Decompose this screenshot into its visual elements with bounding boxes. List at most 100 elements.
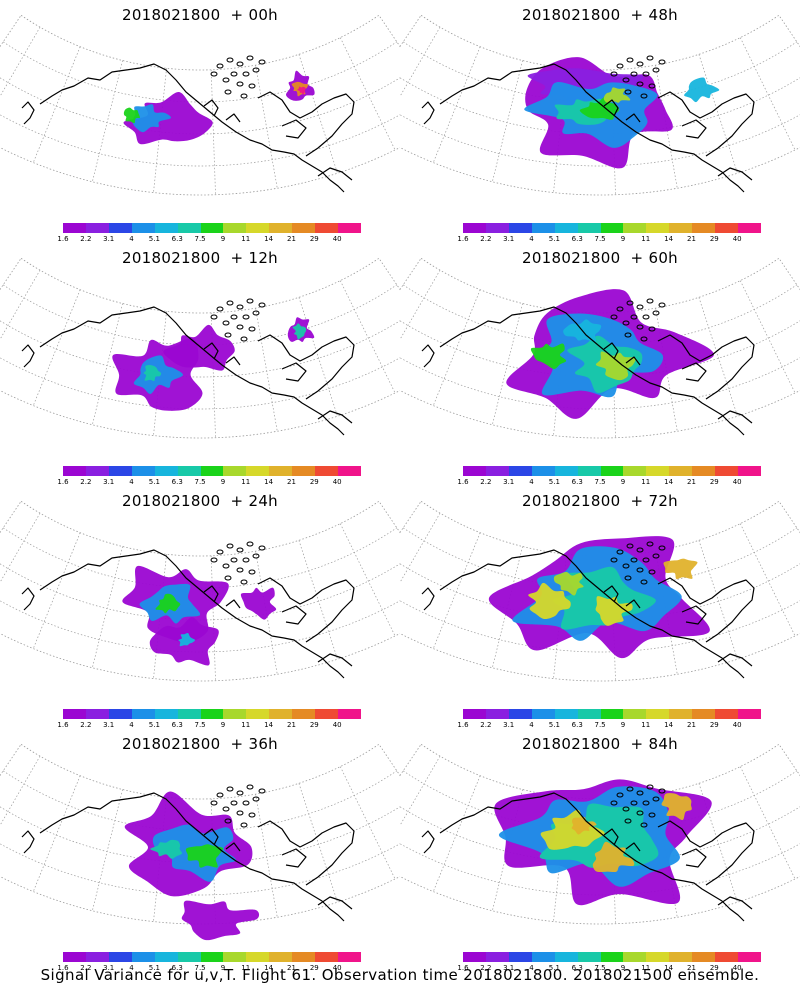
variance-contour <box>595 596 633 626</box>
colorbar-tick-label: 2.2 <box>80 964 92 972</box>
panel-title: 2018021800 + 72h <box>521 492 678 510</box>
longitude-gridline <box>400 512 441 584</box>
colorbar-swatch <box>177 952 201 962</box>
island <box>626 300 634 306</box>
colorbar-swatch <box>463 466 486 476</box>
island <box>210 71 218 77</box>
colorbar-tick-label: 7.5 <box>194 964 206 972</box>
colorbar-tick-label: 5.1 <box>148 478 160 486</box>
coastline <box>257 334 355 400</box>
coastline <box>421 344 435 368</box>
coastline <box>225 113 241 123</box>
longitude-gridline <box>492 303 523 425</box>
colorbar-swatch <box>485 709 509 719</box>
colorbar-tick-label: 1.6 <box>57 721 69 729</box>
coastline <box>625 113 641 123</box>
colorbar-swatch <box>715 223 739 233</box>
colorbar-swatch <box>85 466 109 476</box>
colorbar-tick-label: 21 <box>686 235 696 243</box>
longitude-gridline <box>339 37 396 151</box>
coastline <box>281 362 307 382</box>
island <box>230 557 238 563</box>
variance-field <box>488 536 710 659</box>
colorbar-tick-label: 1.6 <box>457 721 469 729</box>
island <box>658 59 666 65</box>
colorbar-ticks: 1.6 2.2 3.1 4 5.1 6.3 7.5 9 11 14 21 29 40 <box>54 478 368 488</box>
colorbar-swatch <box>577 952 601 962</box>
colorbar-ticks: 1.6 2.2 3.1 4 5.1 6.3 7.5 9 11 14 21 29 40 <box>54 721 368 731</box>
coastline <box>717 167 753 181</box>
colorbar <box>463 952 761 962</box>
variance-contour <box>661 793 692 821</box>
colorbar-swatch <box>246 709 270 719</box>
colorbar-swatch <box>463 223 486 233</box>
island <box>236 324 244 330</box>
colorbar-tick-label: 1.6 <box>57 235 69 243</box>
colorbar-swatch <box>738 466 761 476</box>
colorbar-tick-label: 7.5 <box>194 478 206 486</box>
latitude-gridline <box>400 600 800 653</box>
island <box>240 93 248 99</box>
colorbar-tick-label: 40 <box>332 478 342 486</box>
island <box>636 324 644 330</box>
colorbar-tick-label: 1.6 <box>457 964 469 972</box>
latitude-gridline <box>402 41 798 103</box>
colorbar-tick-label: 21 <box>686 721 696 729</box>
longitude-gridline <box>339 766 396 880</box>
coastline <box>21 101 35 125</box>
colorbar-swatch <box>531 466 555 476</box>
coastline <box>317 896 353 910</box>
variance-contour <box>297 86 306 95</box>
colorbar-tick-label: 21 <box>286 235 296 243</box>
longitude-gridline <box>698 54 738 174</box>
variance-contour <box>178 633 196 647</box>
colorbar-tick-label: 3.1 <box>103 721 115 729</box>
island <box>658 545 666 551</box>
island <box>216 63 224 69</box>
colorbar-swatch <box>623 223 647 233</box>
colorbar-tick-label: 29 <box>309 721 319 729</box>
colorbar-tick-label: 29 <box>709 721 719 729</box>
colorbar-tick-label: 5.1 <box>548 721 560 729</box>
colorbar-tick-label: 1.6 <box>57 478 69 486</box>
colorbar-swatch <box>646 709 670 719</box>
panel-forecast-72h: 2018021800 + 72h 1.6 2.2 3.1 4 5.1 6.3 7.5 9 11 1… <box>400 486 800 729</box>
island <box>616 306 624 312</box>
colorbar-swatch <box>63 709 86 719</box>
island <box>610 800 618 806</box>
longitude-gridline <box>739 766 796 880</box>
longitude-gridline <box>0 755 41 827</box>
colorbar-swatch <box>738 223 761 233</box>
colorbar-tick-label: 40 <box>732 721 742 729</box>
colorbar-tick-label: 3.1 <box>103 964 115 972</box>
colorbar-swatch <box>315 709 339 719</box>
colorbar-swatch <box>463 952 486 962</box>
latitude-gridline <box>0 320 400 378</box>
island <box>226 57 234 63</box>
island <box>240 336 248 342</box>
island <box>636 81 644 87</box>
coastline <box>421 587 435 611</box>
colorbar-swatch <box>292 466 316 476</box>
island <box>610 557 618 563</box>
colorbar-swatch <box>508 952 532 962</box>
coastline <box>657 577 755 643</box>
colorbar-swatch <box>131 223 155 233</box>
island <box>248 326 256 332</box>
longitude-gridline <box>739 37 796 151</box>
island <box>636 304 644 310</box>
variance-contour <box>603 87 631 103</box>
island <box>646 541 654 547</box>
colorbar-swatch <box>223 223 247 233</box>
coastline <box>39 306 345 436</box>
colorbar-tick-label: 29 <box>709 235 719 243</box>
island <box>210 314 218 320</box>
longitude-gridline <box>339 523 396 637</box>
colorbar-swatch <box>85 223 109 233</box>
coastline <box>257 91 355 157</box>
island <box>258 302 266 308</box>
variance-field <box>122 565 277 666</box>
island <box>622 320 630 326</box>
island <box>640 336 648 342</box>
coastline <box>257 820 355 886</box>
